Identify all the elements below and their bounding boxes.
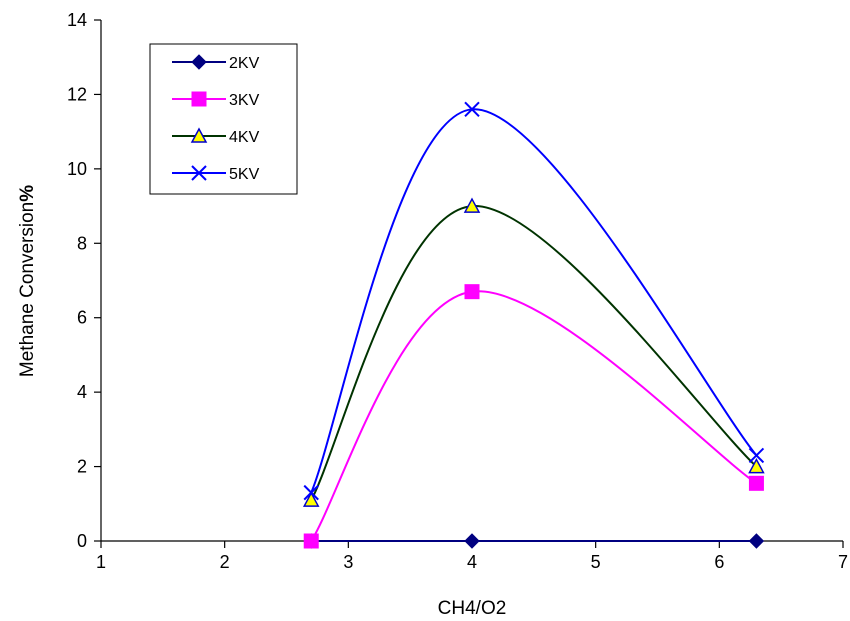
data-point-4kv [463, 197, 481, 213]
legend-box [149, 43, 298, 195]
data-point-4kv [302, 491, 320, 507]
marker-stroke [464, 101, 480, 118]
legend-label-5kv: 5KV [229, 166, 260, 183]
data-point-3kv [464, 284, 480, 300]
series-layer [302, 101, 765, 549]
data-point-2kv [748, 533, 765, 549]
y-tick-label: 12 [67, 84, 87, 104]
legend-label-2kv: 2KV [229, 55, 260, 72]
legend: 2KV 3KV 4KV 5KV [149, 43, 298, 195]
legend-label-4kv: 4KV [229, 129, 260, 146]
x-axis-title: CH4/O2 [438, 598, 507, 619]
legend-item-5kv: 5KV [172, 165, 260, 183]
series-line-5kv [310, 108, 758, 494]
legend-marker-4kv [190, 127, 208, 143]
legend-item-4kv: 4KV [172, 127, 260, 146]
x-tick-label: 6 [714, 552, 724, 572]
data-point-5kv [748, 447, 765, 464]
y-axis-title-suffix: % [17, 185, 38, 202]
marker-stroke [748, 447, 765, 464]
x-tick-label: 3 [343, 552, 353, 572]
y-tick-label: 6 [77, 308, 87, 328]
data-point-2kv [464, 533, 480, 549]
series-line-4kv [310, 205, 758, 501]
legend-marker-2kv [191, 54, 207, 70]
x-tick-label: 7 [838, 552, 848, 572]
x-tick-label: 1 [96, 552, 106, 572]
legend-label-3kv: 3KV [229, 92, 260, 109]
marker-stroke [191, 165, 207, 181]
legend-item-3kv: 3KV [172, 91, 260, 109]
data-point-5kv [303, 484, 319, 501]
series-5kv [303, 101, 765, 501]
data-point-3kv [303, 533, 319, 549]
y-tick-label: 2 [77, 457, 87, 477]
data-point-4kv [748, 457, 765, 474]
series-3kv [303, 284, 764, 549]
marker-stroke [303, 484, 319, 501]
y-tick-label: 4 [77, 382, 87, 402]
legend-marker-3kv [191, 91, 207, 107]
x-tick-label: 4 [467, 552, 477, 572]
y-axis-title: Methane Conversion% [17, 185, 38, 377]
y-tick-label: 10 [67, 159, 87, 179]
data-point-5kv [464, 101, 480, 118]
series-2kv [303, 533, 765, 549]
legend-item-2kv: 2KV [172, 54, 260, 72]
y-tick-label: 0 [77, 531, 87, 551]
y-tick-label: 8 [77, 233, 87, 253]
x-tick-label: 5 [591, 552, 601, 572]
legend-marker-5kv [191, 165, 207, 181]
y-axis-title-main: Methane Conversion [17, 202, 38, 377]
data-point-3kv [748, 475, 764, 491]
x-tick-label: 2 [220, 552, 230, 572]
series-4kv [302, 197, 765, 507]
y-tick-label: 14 [67, 10, 87, 30]
